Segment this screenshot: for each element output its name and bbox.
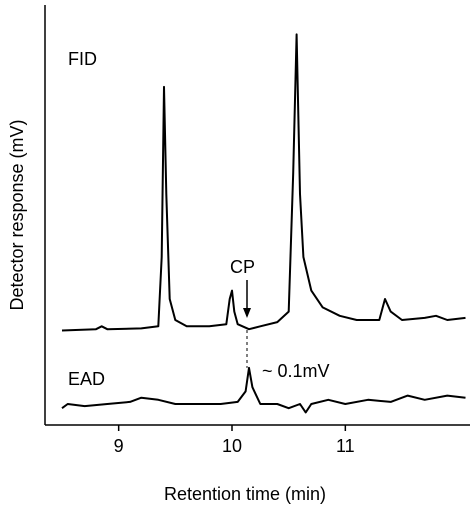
x-tick-label: 11 [336,436,355,456]
annotation: ~ 0.1mV [262,361,330,381]
cp-arrowhead [243,308,251,318]
x-axis-title: Retention time (min) [164,484,326,504]
series-label: EAD [68,369,105,389]
x-tick-label: 10 [222,436,242,456]
trace [61,33,466,332]
x-tick-label: 9 [114,436,124,456]
annotation: CP [230,257,255,277]
series-label: FID [68,49,97,69]
trace [61,366,466,414]
y-axis-title: Detector response (mV) [7,119,27,310]
